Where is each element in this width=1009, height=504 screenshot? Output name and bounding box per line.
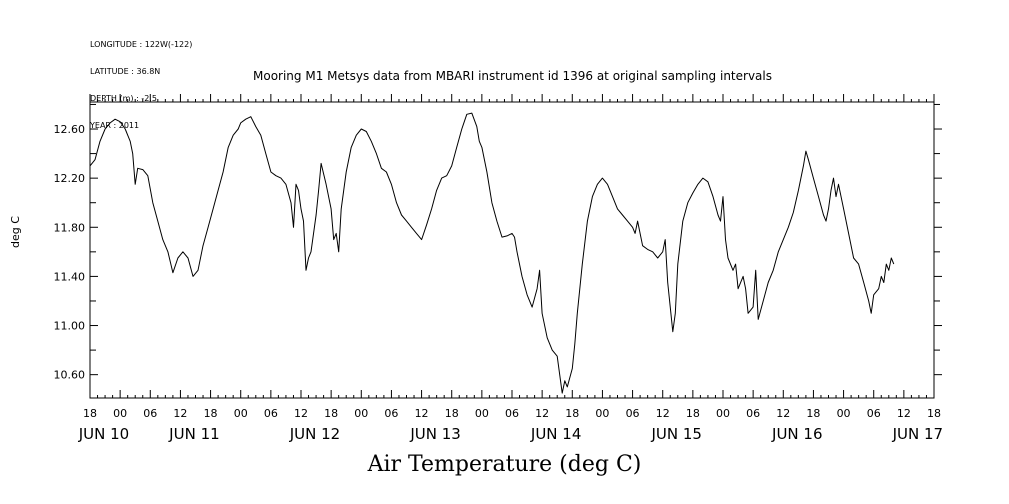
x-hour-label: 18 <box>565 407 579 420</box>
x-hour-label: 00 <box>234 407 248 420</box>
y-tick-label: 11.00 <box>54 320 86 333</box>
x-axis-ticks <box>89 94 935 398</box>
meta-latitude: LATITUDE : 36.8N <box>90 67 161 76</box>
x-hour-label: 06 <box>384 407 398 420</box>
x-hour-label: 18 <box>806 407 820 420</box>
x-hour-label: 06 <box>505 407 519 420</box>
x-hour-label: 18 <box>445 407 459 420</box>
x-hour-label: 12 <box>776 407 790 420</box>
data-series <box>89 112 895 394</box>
chart-title: Mooring M1 Metsys data from MBARI instru… <box>253 69 772 83</box>
x-day-label: JUN 12 <box>289 425 340 443</box>
y-tick-label: 11.80 <box>54 221 86 234</box>
x-hour-label: 00 <box>113 407 127 420</box>
y-axis-ticks: 10.60 11.00 11.40 11.80 12.20 12.60 <box>54 103 942 382</box>
x-day-label: JUN 17 <box>892 425 943 443</box>
x-day-label: JUN 15 <box>650 425 701 443</box>
x-hour-label: 18 <box>686 407 700 420</box>
x-hour-label: 00 <box>475 407 489 420</box>
x-hour-label: 06 <box>264 407 278 420</box>
x-hour-label: 18 <box>927 407 941 420</box>
meta-year: YEAR : 2011 <box>90 121 140 130</box>
x-hour-label: 12 <box>897 407 911 420</box>
x-day-label: JUN 13 <box>409 425 460 443</box>
x-hour-label: 00 <box>595 407 609 420</box>
x-hour-label: 00 <box>837 407 851 420</box>
meta-longitude: LONGITUDE : 122W(-122) <box>90 40 193 49</box>
x-hour-label: 00 <box>716 407 730 420</box>
x-hour-label: 06 <box>626 407 640 420</box>
x-hour-label: 12 <box>535 407 549 420</box>
plot-frame <box>89 101 935 399</box>
x-hour-label: 18 <box>204 407 218 420</box>
x-hour-label: 06 <box>867 407 881 420</box>
x-day-label: JUN 14 <box>530 425 581 443</box>
air-temperature-line <box>89 112 895 394</box>
x-day-label: JUN 11 <box>168 425 219 443</box>
x-day-label: JUN 10 <box>78 425 129 443</box>
x-hour-label: 00 <box>354 407 368 420</box>
y-tick-label: 10.60 <box>54 369 86 382</box>
x-hour-label: 06 <box>143 407 157 420</box>
x-axis-tick-labels: 18 00 06 12 18 00 06 12 18 00 06 12 18 00 06 12 18 00 06 12… <box>78 407 943 443</box>
meta-depth: DEPTH (m) : -2.5 <box>90 94 157 103</box>
x-hour-label: 12 <box>294 407 308 420</box>
y-tick-label: 12.60 <box>54 123 86 136</box>
footer-variable-label: Air Temperature (deg C) <box>367 452 642 477</box>
x-hour-label: 18 <box>324 407 338 420</box>
x-hour-label: 12 <box>415 407 429 420</box>
x-hour-label: 12 <box>656 407 670 420</box>
y-tick-label: 11.40 <box>54 270 86 283</box>
x-hour-label: 06 <box>746 407 760 420</box>
y-tick-label: 12.20 <box>54 172 86 185</box>
x-day-label: JUN 16 <box>771 425 822 443</box>
x-hour-label: 12 <box>173 407 187 420</box>
x-hour-label: 18 <box>83 407 97 420</box>
metadata-block: LONGITUDE : 122W(-122) LATITUDE : 36.8N … <box>90 22 192 139</box>
